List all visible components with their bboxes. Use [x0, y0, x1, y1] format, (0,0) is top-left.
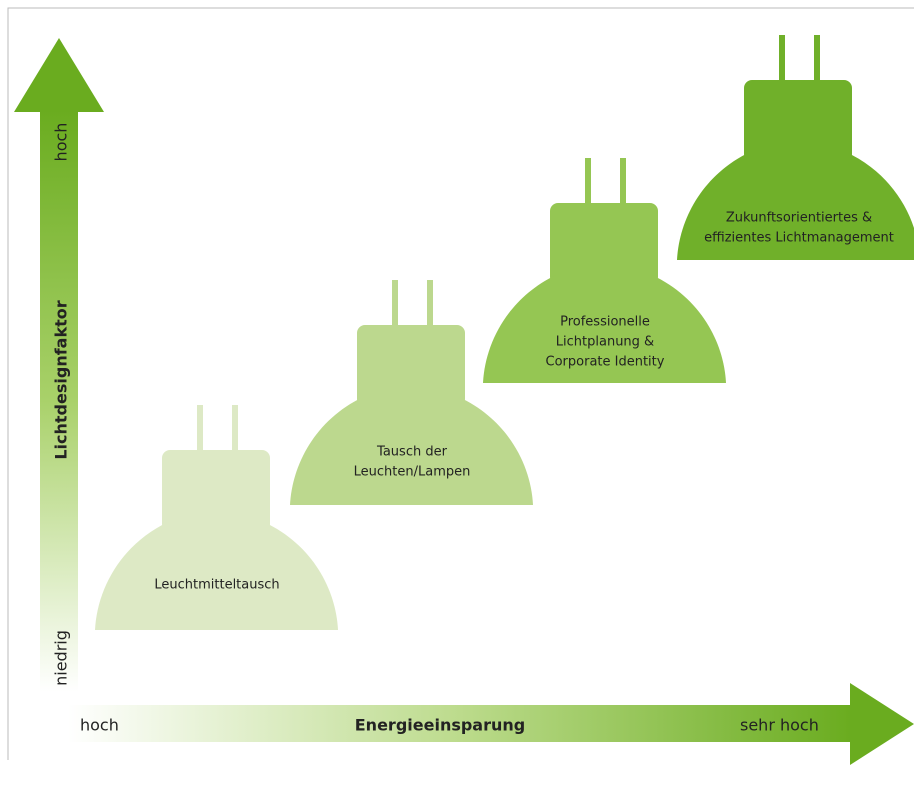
lamp-bell: [677, 152, 914, 260]
lamp-label: Professionelle: [560, 315, 650, 330]
lamp-bell: [95, 522, 338, 630]
lamp-base: [550, 203, 658, 285]
lamp: Professionelle Lichtplanung & Corporate Id…: [483, 158, 726, 383]
y-arrow-shaft: [40, 110, 78, 692]
lamp-pin: [392, 280, 398, 330]
lamp-pin: [620, 158, 626, 208]
lamp: Zukunftsorientiertes & effizientes Lichtm…: [677, 35, 914, 260]
lamp-pin: [814, 35, 820, 85]
frame: [7, 7, 914, 760]
lamp-pin: [197, 405, 203, 455]
x-arrow-head: [850, 683, 914, 765]
lamp: Leuchtmitteltausch: [95, 405, 338, 630]
lamp-base: [744, 80, 852, 162]
lamp-pin: [585, 158, 591, 208]
lamp-label: effizientes Lichtmanagement: [704, 231, 894, 246]
lamp-label: Corporate Identity: [546, 355, 665, 370]
lamp: Tausch der Leuchten/Lampen: [290, 280, 533, 505]
lamp-bell: [483, 275, 726, 383]
lamp-label: Leuchtmitteltausch: [154, 578, 279, 593]
x-low: hoch: [80, 716, 119, 735]
x-high: sehr hoch: [740, 716, 819, 735]
lamp-base: [162, 450, 270, 532]
lamp-pin: [232, 405, 238, 455]
y-arrow-head: [14, 38, 104, 112]
lamp-pin: [779, 35, 785, 85]
x-arrow-shaft: [68, 705, 852, 742]
lamp-pin: [427, 280, 433, 330]
y-high: hoch: [52, 123, 71, 162]
x-title: Energieeinsparung: [355, 716, 525, 735]
lamp-label: Leuchten/Lampen: [354, 465, 471, 480]
lamp-bell: [290, 397, 533, 505]
lamp-label: Tausch der: [376, 445, 448, 460]
y-low: niedrig: [52, 630, 71, 686]
lamp-base: [357, 325, 465, 407]
lamp-label: Zukunftsorientiertes &: [726, 211, 872, 226]
y-title: Lichtdesignfaktor: [52, 300, 71, 459]
lamp-label: Lichtplanung &: [556, 335, 654, 350]
